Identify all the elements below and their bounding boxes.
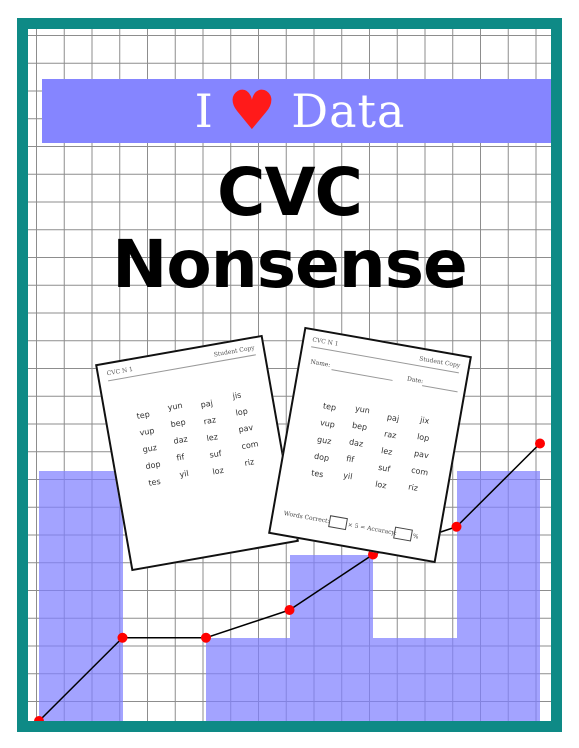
sheet-left-word: com <box>240 439 260 452</box>
title-line-1: CVC <box>217 154 363 231</box>
sheet-right-word: lop <box>416 432 430 444</box>
chart-point <box>117 632 128 643</box>
sheet-left-word: paj <box>199 398 214 410</box>
sheet-left-word: lop <box>234 406 249 418</box>
sheet-left-word: vup <box>138 426 156 438</box>
sheet-right-word: fif <box>345 454 355 465</box>
sheet-right-word: guz <box>316 434 333 447</box>
banner-text-i: I <box>194 84 214 138</box>
sheet-right-word: paj <box>386 412 400 424</box>
sheet-right-word: com <box>410 465 429 478</box>
chart-point <box>284 605 295 615</box>
sheet-right-word: daz <box>348 437 364 449</box>
sheet-right-word: vup <box>319 418 336 430</box>
sheet-left-word: yun <box>166 400 184 413</box>
sheet-left-word: jis <box>231 390 242 401</box>
chart-point <box>451 521 462 532</box>
chart-point <box>34 716 44 721</box>
sheet-left-word: riz <box>243 457 255 468</box>
chart-line-segment <box>38 637 124 721</box>
sheet-left-word: yil <box>178 468 190 480</box>
sheet-left-word: loz <box>211 465 225 477</box>
words-correct-label: Words Correct: <box>283 510 331 526</box>
chart-line-segment <box>205 609 290 639</box>
sheet-left-word: bep <box>169 417 187 430</box>
sheet-left-word: suf <box>208 448 223 460</box>
sheet-right-word: tep <box>322 401 337 413</box>
accuracy-box <box>393 526 413 542</box>
chart-bar <box>373 637 457 721</box>
chart-line-segment <box>455 442 541 528</box>
worksheet-left: CVC N 1 Student Copy tep yun paj jis vup bep r… <box>95 334 299 572</box>
sheet-left-word: fif <box>175 452 186 463</box>
name-label: Name: <box>309 358 331 369</box>
title-line-2: Nonsense <box>112 226 468 303</box>
sheet-right-word: dop <box>313 451 330 464</box>
sheet-right-word: riz <box>407 482 419 493</box>
worksheet-right: CVC N 1 Student Copy Name: Date: tep yun p… <box>268 326 472 564</box>
sheet-left-word: dop <box>144 459 162 472</box>
chart-point <box>535 438 545 449</box>
sheet-right-word: jix <box>419 415 430 426</box>
words-correct-box <box>328 515 348 531</box>
sheet-right-word: bep <box>351 420 368 433</box>
data-banner: I ♥ Data <box>42 79 551 143</box>
date-line <box>422 385 458 393</box>
sheet-right-word: yil <box>342 470 354 482</box>
sheet-left-word: tep <box>135 409 151 421</box>
date-label: Date: <box>406 375 424 386</box>
sheet-left-word: tes <box>147 476 162 488</box>
sheet-right-word: yun <box>354 403 371 416</box>
sheet-right-word: raz <box>383 429 398 441</box>
heart-icon: ♥ <box>227 79 278 142</box>
sheet-right-word: pav <box>413 448 430 461</box>
sheet-right-word: lez <box>380 446 394 457</box>
sheet-left-word: pav <box>237 422 254 435</box>
banner-text-data: Data <box>291 84 406 138</box>
sheet-left-word: lez <box>205 432 219 444</box>
chart-point <box>201 632 211 643</box>
accuracy-label: × 5 = Accuracy: <box>347 521 398 537</box>
teal-frame: I ♥ Data <box>17 18 562 732</box>
sheet-right-word: tes <box>310 468 325 480</box>
percent-label: % <box>412 532 420 541</box>
sheet-right-word: suf <box>377 462 391 474</box>
chart-line-segment <box>289 553 374 611</box>
sheet-left-word: guz <box>141 442 158 455</box>
sheet-left-word: daz <box>172 434 189 446</box>
name-line <box>331 369 393 381</box>
chart-bar <box>206 637 290 721</box>
sheet-left-word: raz <box>202 415 217 427</box>
sheet-right-word: loz <box>374 479 388 491</box>
